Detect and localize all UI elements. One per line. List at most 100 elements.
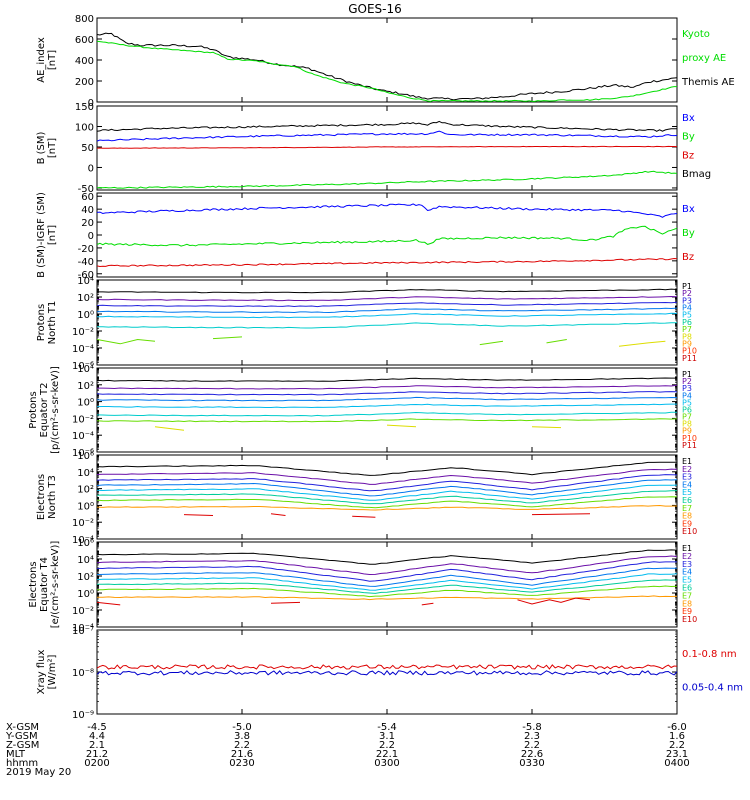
series-p7d — [546, 339, 567, 344]
series-p4 — [97, 307, 677, 314]
legend-entry: P4 — [682, 391, 692, 400]
series-e7 — [97, 585, 677, 598]
y-tick-label: 10² — [77, 293, 94, 304]
legend-entry: E5 — [682, 576, 692, 585]
y-tick-label: 10⁻⁴ — [72, 344, 94, 355]
series-group — [97, 377, 677, 431]
legend-entry: Bz — [682, 252, 694, 263]
legend-entry: P11 — [682, 441, 697, 450]
x-tick-label: 2.2 — [234, 740, 250, 751]
series-p5 — [97, 403, 677, 409]
x-tick-label: 22.6 — [521, 749, 543, 760]
x-tick-label: -4.5 — [87, 722, 107, 733]
y-tick-label: 10⁶ — [77, 451, 94, 462]
y-tick-label: 10⁴ — [77, 276, 94, 287]
legend-entry: P11 — [682, 354, 697, 363]
legend-entry: P3 — [682, 296, 692, 305]
series-group — [97, 120, 677, 189]
series-e7 — [97, 496, 677, 509]
x-tick-label: 2.2 — [379, 740, 395, 751]
panel-frame — [96, 17, 678, 103]
series-e6 — [97, 490, 677, 505]
panel-xray: 10⁻⁷ 10⁻⁸ 10⁻⁹ Xray flux[W/m²] 0.1-0.8 nm 0.0… — [36, 626, 743, 721]
legend-entry: E3 — [682, 473, 692, 482]
series-p8b — [386, 424, 417, 428]
y-tick-label: 20 — [81, 218, 94, 229]
series-kyoto-proxy-ae — [97, 40, 677, 102]
y-tick-label: 10⁻² — [72, 414, 94, 425]
legend-entry: E5 — [682, 488, 692, 497]
legend-entry: E4 — [682, 480, 692, 489]
panel-pt2: 10⁴ 10² 10⁰ 10⁻² 10⁻⁴ 10⁻⁶ ProtonsEquator T2[p… — [28, 364, 697, 459]
y-tick-label: 10⁻⁴ — [72, 535, 94, 546]
series-themis-ae — [97, 32, 677, 101]
x-row-label: X-GSM — [6, 722, 39, 733]
y-tick-label: 10² — [77, 485, 94, 496]
series-group — [97, 461, 677, 518]
y-tick-label: 10⁴ — [77, 555, 94, 566]
x-tick-label: 1.6 — [669, 731, 685, 742]
legend-entry: E4 — [682, 568, 692, 577]
legend-entry: P1 — [682, 282, 692, 291]
y-tick-label: 10⁻² — [72, 327, 94, 338]
x-tick-label: -5.8 — [522, 722, 542, 733]
y-tick-label: 150 — [75, 102, 94, 113]
series-p1 — [97, 377, 677, 382]
series-p4 — [97, 396, 677, 402]
series-p2 — [97, 295, 677, 302]
y-tick-label: 10⁻⁴ — [72, 623, 94, 634]
y-tick-label: 10⁻⁹ — [72, 710, 94, 721]
y-tick-label: -50 — [78, 184, 94, 195]
legend-entry: P6 — [682, 318, 692, 327]
legend-entry: E9 — [682, 607, 692, 616]
y-tick-label: 60 — [81, 192, 94, 203]
series-e2 — [97, 555, 677, 576]
legend-entry: Themis AE — [681, 77, 735, 88]
y-tick-label: 10² — [77, 381, 94, 392]
y-tick-label: 10⁻⁶ — [72, 361, 94, 372]
legend-entry: E7 — [682, 591, 692, 600]
y-axis-label: ElectronsEquator T4[e/(cm²-s-sr-keV)] — [28, 541, 61, 629]
series-e4 — [97, 567, 677, 587]
legend-entry: P10 — [682, 347, 697, 356]
legend-entry: P9 — [682, 339, 692, 348]
legend-entry: P5 — [682, 398, 692, 407]
x-row-label: Z-GSM — [6, 740, 39, 751]
series-p6 — [97, 322, 677, 329]
series-group — [97, 288, 677, 347]
y-tick-label: 10⁶ — [77, 538, 94, 549]
legend-entry: P8 — [682, 420, 692, 429]
date-label: 2019 May 20 — [6, 767, 71, 778]
y-tick-label: 40 — [81, 205, 94, 216]
series-e6 — [97, 579, 677, 594]
legend-entry: By — [682, 228, 695, 239]
legend-entry: P7 — [682, 413, 692, 422]
series-group — [97, 549, 677, 606]
legend-entry: E3 — [682, 560, 692, 569]
y-tick-label: -20 — [78, 244, 94, 255]
x-tick-label: 0230 — [229, 758, 254, 769]
series-p7b — [212, 336, 243, 340]
series-e2 — [97, 468, 677, 485]
legend-entry: P4 — [682, 304, 692, 313]
series-e9 — [183, 514, 214, 516]
x-tick-label: -5.4 — [377, 722, 397, 733]
panel-bsmigrf: 60 40 20 0 -20 -40 -60 B (SM)-IGRF (SM)[nT] Bx By… — [36, 192, 695, 281]
series-0-05-0-4-nm — [97, 669, 677, 676]
y-tick-label: -60 — [78, 270, 94, 281]
x-tick-label: 22.1 — [376, 749, 398, 760]
series-e8 — [97, 595, 677, 601]
legend-entry: 0.05-0.4 nm — [682, 682, 743, 693]
x-tick-label: 2.1 — [89, 740, 105, 751]
legend-entry: Bz — [682, 150, 694, 161]
legend-entry: E2 — [682, 465, 692, 474]
series-e1 — [97, 461, 677, 476]
y-tick-label: 10⁰ — [77, 589, 94, 600]
y-tick-label: 800 — [75, 14, 94, 25]
x-tick-label: 0200 — [84, 758, 109, 769]
x-row-label: MLT — [6, 749, 26, 760]
series-e3 — [97, 561, 677, 582]
y-tick-label: 100 — [75, 122, 94, 133]
legend-entry: E1 — [682, 457, 692, 466]
legend-entry: E10 — [682, 615, 697, 624]
